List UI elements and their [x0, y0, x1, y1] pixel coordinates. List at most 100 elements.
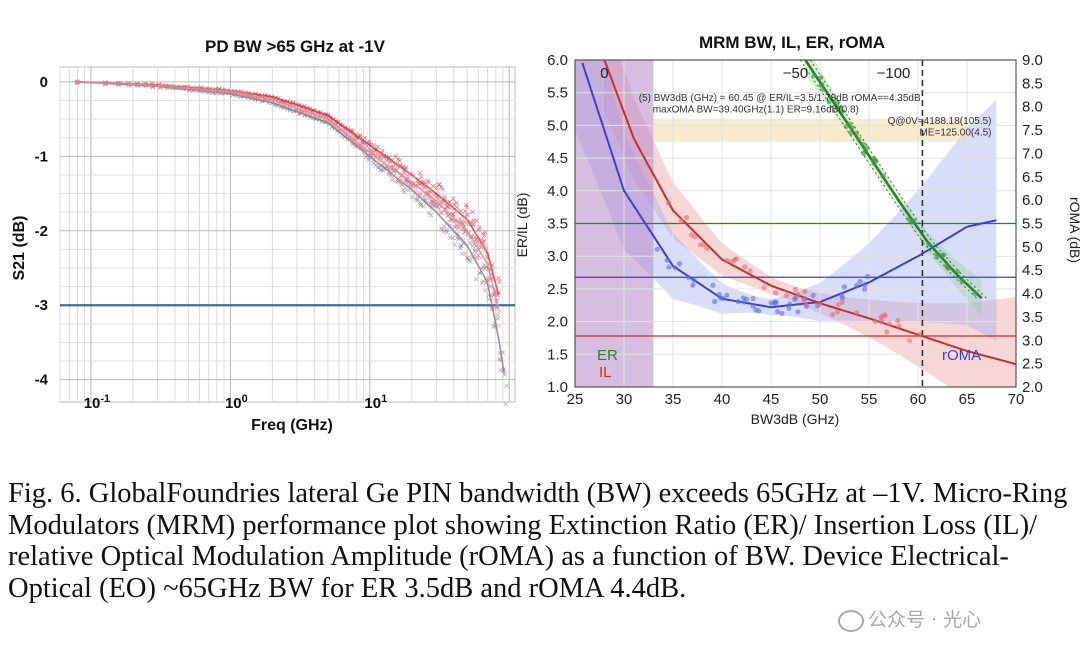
mrm-chart-title: MRM BW, IL, ER, rOMA [699, 33, 885, 52]
mrm-y2-tick-label: 2.0 [1022, 379, 1043, 396]
scatter-point-roma [926, 241, 932, 247]
pd-data-point [373, 152, 378, 158]
scatter-point-er [786, 301, 793, 307]
pd-data-point [444, 220, 450, 225]
pd-data-point [445, 202, 451, 207]
pd-data-point [260, 95, 265, 100]
pd-data-point [299, 107, 304, 113]
pd-data-point [440, 187, 445, 192]
pd-data-point [364, 143, 369, 149]
roma-bound-line [809, 59, 987, 299]
scatter-point-il [704, 245, 710, 252]
pd-data-point [453, 217, 458, 223]
scatter-point-er [795, 309, 801, 315]
pd-data-point [417, 170, 423, 176]
scatter-point-er [841, 284, 847, 290]
pd-data-point [413, 186, 419, 191]
mrm-y-tick-label: 1.0 [547, 379, 568, 396]
pd-data-point [246, 92, 251, 98]
confidence-band-il [604, 60, 1016, 387]
pd-data-point [330, 122, 336, 127]
scatter-point-er [786, 305, 792, 312]
mrm-chart: MRM BW, IL, ER, rOMA (5) BW3dB (GHz) = 6… [514, 33, 1080, 427]
scatter-point-roma [908, 219, 914, 225]
pd-data-point [491, 286, 497, 292]
pd-data-point [307, 109, 313, 115]
figure-charts: PD BW >65 GHz at -1V 0-1-2-3-4 10-1 100 10… [11, 33, 1080, 434]
pd-data-point [456, 225, 461, 230]
pd-data-point [296, 107, 301, 113]
pd-data-point [465, 221, 471, 227]
annotation-highlight [653, 118, 967, 142]
pd-data-point [235, 90, 241, 95]
scatter-point-il [879, 313, 885, 320]
pd-data-point [455, 231, 461, 237]
mrm-y-tick-label: 6.0 [547, 52, 568, 69]
pd-y-tick-label: -1 [35, 148, 48, 165]
scatter-point-il [747, 268, 753, 274]
pd-data-point [472, 252, 477, 258]
scatter-point-er [750, 295, 756, 302]
legend-er: ER [597, 347, 618, 364]
roma-bound-line [799, 59, 978, 299]
annotation-line: ME=125.00(4.5) [920, 128, 992, 139]
pd-data-point [392, 173, 397, 179]
pd-data-point [457, 245, 463, 251]
pd-data-point [360, 139, 365, 144]
scatter-point-roma [860, 141, 866, 147]
scatter-point-er [735, 298, 742, 305]
scatter-point-il [886, 321, 892, 327]
pd-series-line [77, 81, 500, 295]
scatter-point-il [684, 214, 690, 221]
pd-data-point [388, 158, 394, 164]
pd-data-point [473, 276, 479, 282]
scatter-point-roma [880, 173, 886, 179]
pd-data-point [174, 84, 180, 90]
pd-data-point [489, 297, 495, 303]
mrm-x-axis-label: BW3dB (GHz) [751, 411, 840, 427]
pd-data-point [376, 157, 381, 163]
scatter-point-roma [864, 145, 870, 151]
pd-data-point [442, 223, 447, 229]
mrm-right-y-ticks: 2.0 2.5 3.0 3.5 4.0 4.5 5.0 5.5 6.0 6.5 7.0 7.5 8.0 8… [1022, 52, 1043, 396]
scatter-point-il [772, 290, 779, 296]
pd-data-point [163, 82, 168, 88]
pd-data-point [473, 255, 478, 261]
pd-data-point [371, 143, 377, 148]
pd-data-point [302, 113, 307, 118]
pd-data-point [287, 108, 293, 113]
pd-y-tick-label: -2 [35, 223, 48, 240]
pd-data-point [395, 163, 400, 168]
pd-data-point [486, 260, 492, 265]
mrm-x-tick-label: 70 [1008, 391, 1025, 408]
pd-data-point [464, 213, 469, 218]
pd-data-point [422, 181, 428, 187]
pd-data-point [293, 106, 298, 111]
mrm-x-tick-label: 25 [567, 391, 584, 408]
scatter-point-il [817, 301, 823, 307]
scatter-point-roma [941, 252, 947, 258]
pd-data-point [375, 160, 381, 166]
mrm-y2-tick-label: 8.0 [1022, 99, 1043, 116]
pd-data-point [415, 196, 420, 202]
mrm-plot-frame [574, 59, 1017, 388]
pd-data-point [470, 209, 475, 215]
scatter-point-er [716, 291, 722, 298]
pd-data-point [444, 229, 450, 235]
pd-data-point [501, 367, 507, 372]
pd-data-point [163, 83, 168, 89]
pd-data-point [359, 140, 365, 146]
mrm-y-tick-label: 5.5 [547, 85, 568, 102]
scatter-point-il [834, 309, 841, 315]
pd-data-point [430, 183, 436, 189]
pd-data-point [417, 191, 423, 197]
pd-data-point [478, 255, 483, 260]
pd-data-point [401, 170, 407, 175]
pd-data-point [495, 312, 500, 318]
pd-data-point [463, 251, 468, 256]
pd-data-point [454, 200, 459, 206]
pd-data-point [366, 157, 371, 163]
pd-data-point [156, 82, 161, 88]
mrm-x-tick-label: 30 [616, 391, 633, 408]
